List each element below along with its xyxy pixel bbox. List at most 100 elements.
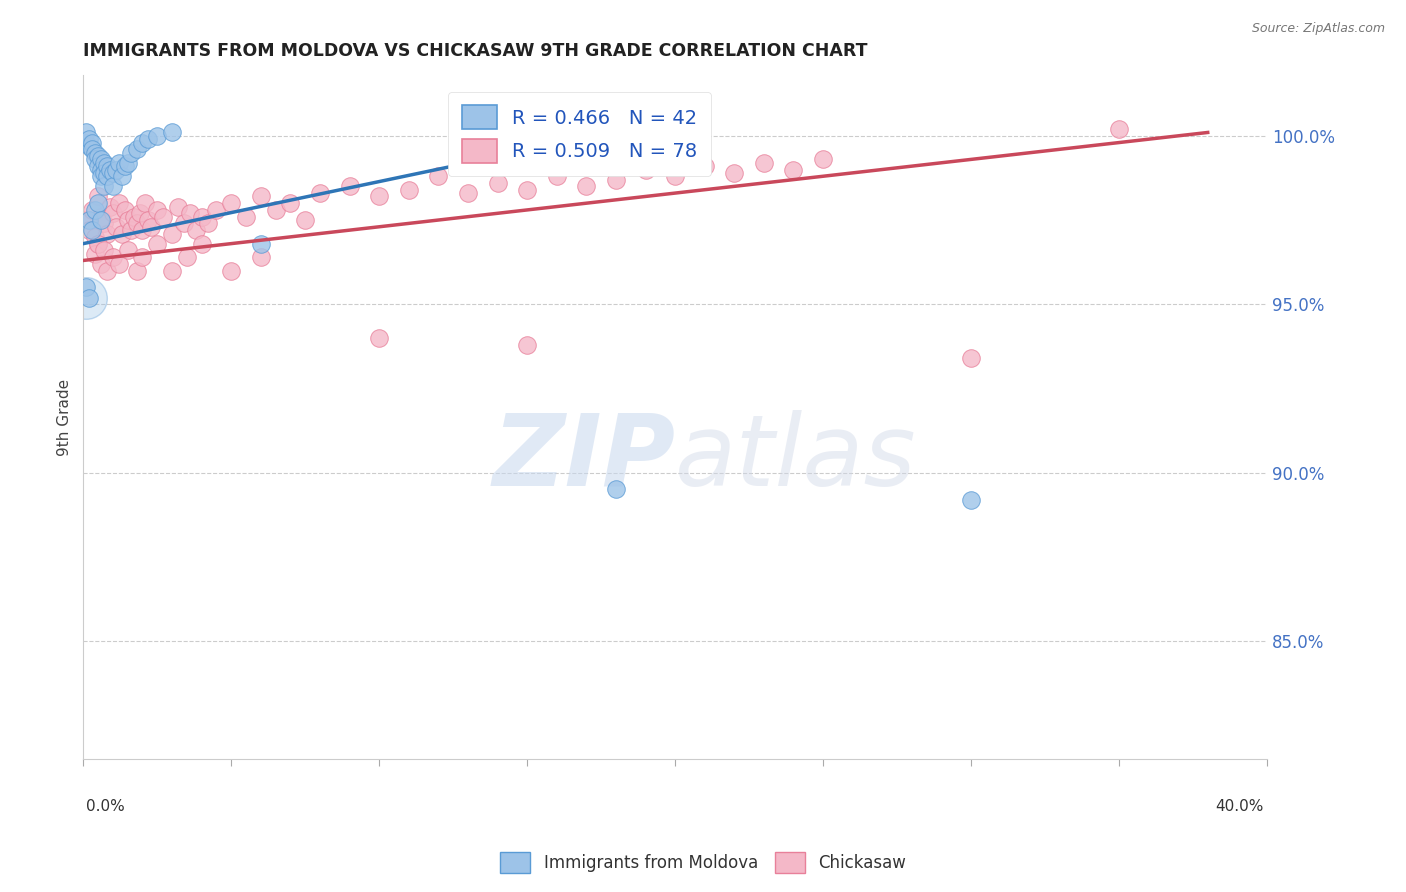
Point	[693, 159, 716, 173]
Text: atlas: atlas	[675, 409, 917, 507]
Point	[82, 142, 104, 156]
Point	[339, 179, 361, 194]
Point	[634, 162, 657, 177]
Point	[90, 210, 112, 224]
Point	[75, 213, 97, 227]
Point	[664, 169, 686, 184]
Point	[82, 136, 104, 150]
Point	[111, 169, 134, 184]
Point	[138, 132, 160, 146]
Point	[87, 149, 110, 163]
Point	[98, 162, 121, 177]
Point	[90, 213, 112, 227]
Point	[93, 166, 115, 180]
Point	[176, 250, 198, 264]
Point	[235, 210, 257, 224]
Point	[75, 291, 97, 305]
Y-axis label: 9th Grade: 9th Grade	[58, 378, 72, 456]
Text: ZIP: ZIP	[492, 409, 675, 507]
Point	[93, 155, 115, 169]
Point	[134, 196, 156, 211]
Point	[90, 169, 112, 184]
Point	[294, 213, 316, 227]
Point	[82, 202, 104, 217]
Point	[131, 250, 153, 264]
Point	[605, 172, 627, 186]
Point	[114, 159, 136, 173]
Point	[250, 236, 273, 251]
Point	[128, 206, 150, 220]
Point	[546, 169, 568, 184]
Point	[960, 351, 983, 365]
Text: IMMIGRANTS FROM MOLDOVA VS CHICKASAW 9TH GRADE CORRELATION CHART: IMMIGRANTS FROM MOLDOVA VS CHICKASAW 9TH…	[83, 42, 868, 60]
Point	[77, 132, 100, 146]
Point	[96, 169, 118, 184]
Point	[309, 186, 332, 200]
Point	[122, 210, 145, 224]
Point	[811, 153, 834, 167]
Point	[264, 202, 287, 217]
Point	[120, 145, 142, 160]
Point	[1108, 122, 1130, 136]
Point	[120, 223, 142, 237]
Point	[173, 216, 195, 230]
Point	[605, 483, 627, 497]
Point	[486, 176, 509, 190]
Point	[146, 236, 169, 251]
Point	[117, 213, 139, 227]
Point	[179, 206, 201, 220]
Point	[90, 153, 112, 167]
Point	[280, 196, 302, 211]
Point	[368, 189, 391, 203]
Point	[77, 291, 100, 305]
Point	[219, 263, 242, 277]
Point	[101, 179, 124, 194]
Point	[960, 492, 983, 507]
Point	[77, 223, 100, 237]
Point	[77, 139, 100, 153]
Point	[190, 236, 212, 251]
Point	[87, 189, 110, 203]
Point	[457, 186, 479, 200]
Point	[146, 128, 169, 143]
Point	[84, 246, 107, 260]
Point	[104, 219, 127, 234]
Point	[104, 162, 127, 177]
Point	[93, 244, 115, 258]
Point	[125, 142, 148, 156]
Point	[107, 196, 129, 211]
Point	[398, 183, 420, 197]
Point	[84, 153, 107, 167]
Point	[125, 216, 148, 230]
Point	[117, 155, 139, 169]
Point	[427, 169, 450, 184]
Point	[87, 236, 110, 251]
Point	[75, 126, 97, 140]
Point	[84, 145, 107, 160]
Point	[93, 216, 115, 230]
Point	[167, 200, 190, 214]
Point	[96, 263, 118, 277]
Point	[575, 179, 598, 194]
Point	[111, 227, 134, 241]
Legend: Immigrants from Moldova, Chickasaw: Immigrants from Moldova, Chickasaw	[494, 846, 912, 880]
Point	[75, 136, 97, 150]
Point	[90, 257, 112, 271]
Point	[96, 159, 118, 173]
Point	[107, 155, 129, 169]
Text: 40.0%: 40.0%	[1216, 799, 1264, 814]
Point	[160, 227, 183, 241]
Text: 0.0%: 0.0%	[86, 799, 125, 814]
Point	[141, 219, 163, 234]
Point	[197, 216, 219, 230]
Text: Source: ZipAtlas.com: Source: ZipAtlas.com	[1251, 22, 1385, 36]
Point	[205, 202, 228, 217]
Point	[96, 227, 118, 241]
Point	[782, 162, 804, 177]
Point	[723, 166, 745, 180]
Point	[117, 244, 139, 258]
Point	[87, 159, 110, 173]
Point	[93, 179, 115, 194]
Point	[368, 331, 391, 345]
Point	[250, 250, 273, 264]
